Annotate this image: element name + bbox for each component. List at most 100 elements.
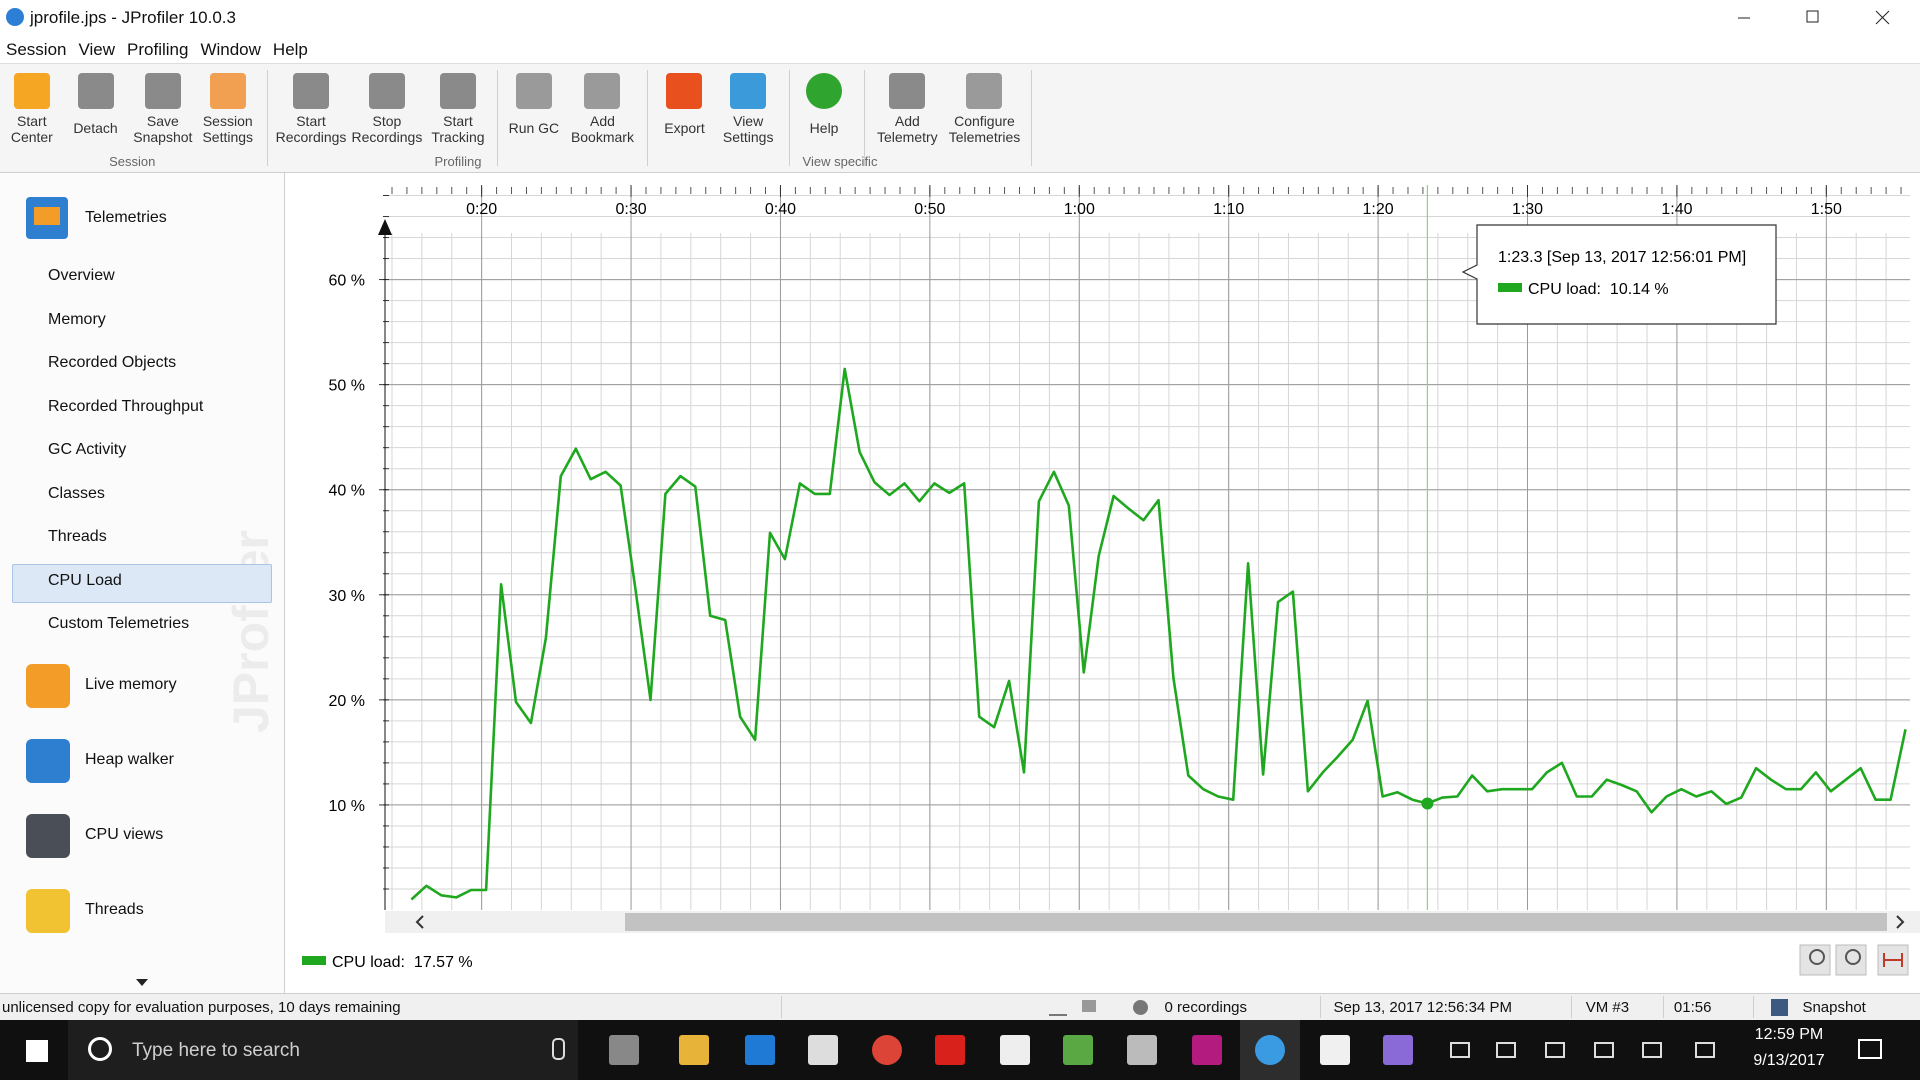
mode: Snapshot — [1802, 999, 1866, 1016]
taskbar-app[interactable] — [1000, 1035, 1031, 1065]
toolbar-icon — [209, 73, 246, 109]
y-tick-label: 10 % — [329, 798, 365, 815]
tray-icon[interactable] — [1594, 1042, 1615, 1058]
x-tick-label: 1:00 — [1064, 201, 1095, 218]
x-tick-label: 1:50 — [1811, 201, 1842, 218]
taskbar-app[interactable] — [807, 1035, 838, 1065]
sidebar-item[interactable]: Custom Telemetries — [48, 615, 190, 632]
sidebar-item[interactable]: Threads — [48, 528, 107, 545]
taskbar-app[interactable] — [1383, 1035, 1414, 1065]
toolbar-button[interactable]: Start Center — [10, 113, 53, 145]
clock-date[interactable]: 9/13/2017 — [1753, 1052, 1825, 1069]
y-tick-label: 50 % — [329, 378, 365, 395]
sidebar-section[interactable]: Threads — [85, 901, 144, 918]
taskbar-app[interactable] — [609, 1035, 640, 1065]
taskbar: Type here to search 12:59 PM 9/13/2017 — [0, 1020, 1920, 1080]
taskbar-app[interactable] — [679, 1035, 710, 1065]
sidebar-section[interactable]: Live memory — [85, 676, 177, 693]
toolbar-button[interactable]: Add Bookmark — [570, 113, 634, 145]
toolbar-button[interactable]: Help — [809, 120, 839, 136]
taskbar-app[interactable] — [1319, 1035, 1350, 1065]
toolbar-icon — [13, 73, 50, 109]
status-bar: unlicensed copy for evaluation purposes,… — [0, 993, 1920, 1021]
tray-icon[interactable] — [1641, 1042, 1662, 1058]
toolbar-button[interactable]: View Settings — [722, 113, 774, 145]
tooltip-value: 10.14 % — [1610, 281, 1669, 298]
toolbar-separator — [646, 70, 648, 166]
scroll-left[interactable] — [415, 915, 424, 929]
y-tick-label: 60 % — [329, 273, 365, 290]
x-tick-label: 0:50 — [914, 201, 945, 218]
menu-item[interactable]: Help — [272, 40, 308, 59]
toolbar-button[interactable]: Start Tracking — [431, 113, 485, 145]
taskbar-app[interactable] — [1127, 1035, 1158, 1065]
toolbar-button[interactable]: Stop Recordings — [351, 113, 423, 145]
menu-item[interactable]: Profiling — [127, 40, 189, 59]
toolbar-icon — [439, 73, 476, 109]
toolbar-button[interactable]: Start Recordings — [275, 113, 347, 145]
x-tick-label: 1:10 — [1213, 201, 1244, 218]
zoom-glyph — [1845, 949, 1861, 965]
x-tick-label: 0:40 — [765, 201, 796, 218]
toolbar-button[interactable]: Session Settings — [202, 113, 254, 145]
sidebar-item[interactable]: Recorded Throughput — [48, 397, 204, 415]
taskbar-app[interactable] — [935, 1035, 966, 1065]
sidebar-item[interactable]: Recorded Objects — [48, 354, 177, 371]
sidebar-item[interactable]: Memory — [48, 310, 106, 328]
sidebar-item[interactable]: Classes — [48, 484, 105, 502]
sidebar-header[interactable]: Telemetries — [85, 209, 167, 226]
snapshot-time: Sep 13, 2017 12:56:34 PM — [1333, 999, 1512, 1016]
toolbar-icon — [584, 73, 621, 109]
taskbar-app[interactable] — [1254, 1035, 1285, 1065]
restore-button[interactable] — [1806, 10, 1819, 23]
window-title: jprofile.jps - JProfiler 10.0.3 — [30, 8, 236, 27]
zoom-glyph — [1809, 949, 1825, 965]
start-button[interactable] — [26, 1040, 48, 1062]
tooltip-swatch — [1498, 283, 1522, 292]
toolbar-button[interactable]: Add Telemetry — [877, 113, 938, 145]
scroll-right[interactable] — [1896, 915, 1905, 929]
scrollbar-thumb[interactable] — [625, 913, 1887, 931]
tray-icon[interactable] — [1449, 1042, 1470, 1058]
selection-highlight — [12, 563, 272, 603]
clock-time[interactable]: 12:59 PM — [1754, 1026, 1824, 1043]
toolbar-button[interactable]: Detach — [73, 120, 118, 136]
toolbar-button[interactable]: Run GC — [508, 120, 560, 136]
scroll-down-arrow[interactable] — [136, 979, 148, 987]
tray-icon[interactable] — [1545, 1042, 1566, 1058]
search-placeholder[interactable]: Type here to search — [132, 1040, 300, 1061]
taskbar-app[interactable] — [1062, 1035, 1093, 1065]
toolbar-button[interactable]: Export — [664, 120, 705, 136]
x-tick-label: 0:20 — [466, 201, 497, 218]
y-tick-label: 20 % — [329, 693, 365, 710]
toolbar-button[interactable]: Configure Telemetries — [948, 113, 1021, 145]
sidebar-item[interactable]: Overview — [48, 267, 115, 284]
chart: 0:20 0:30 0:40 0:50 1:00 1:10 1:20 1:30 1:40 1:50… — [302, 185, 1920, 976]
legend-series: CPU load: — [332, 954, 405, 971]
search-box[interactable] — [68, 1020, 578, 1080]
menu-item[interactable]: Window — [200, 40, 261, 59]
menu-item[interactable]: View — [78, 40, 116, 59]
snapshot-icon — [1770, 999, 1788, 1016]
sidebar-section[interactable]: CPU views — [85, 826, 164, 843]
toolbar-icon — [889, 73, 926, 109]
sidebar-section[interactable]: Heap walker — [85, 751, 174, 768]
sidebar-item[interactable]: GC Activity — [48, 441, 127, 458]
taskbar-app[interactable] — [871, 1035, 902, 1065]
section-icon — [34, 207, 60, 225]
sidebar-item[interactable]: CPU Load — [48, 571, 122, 589]
notification-icon[interactable] — [1858, 1039, 1882, 1059]
menu-item[interactable]: Session — [6, 40, 67, 59]
x-tick-label: 0:30 — [615, 201, 646, 218]
status-icon — [1082, 1000, 1097, 1012]
legend-swatch — [302, 956, 326, 965]
taskbar-app[interactable] — [1192, 1035, 1223, 1065]
close-button[interactable] — [1875, 10, 1890, 25]
toolbar-group-label: View specific — [802, 154, 878, 169]
toolbar-separator — [1031, 70, 1033, 166]
toolbar-button[interactable]: Save Snapshot — [133, 113, 193, 145]
tray-icon[interactable] — [1694, 1042, 1715, 1058]
taskbar-app[interactable] — [745, 1035, 776, 1065]
tooltip-box — [1461, 224, 1777, 325]
tray-icon[interactable] — [1496, 1042, 1517, 1058]
